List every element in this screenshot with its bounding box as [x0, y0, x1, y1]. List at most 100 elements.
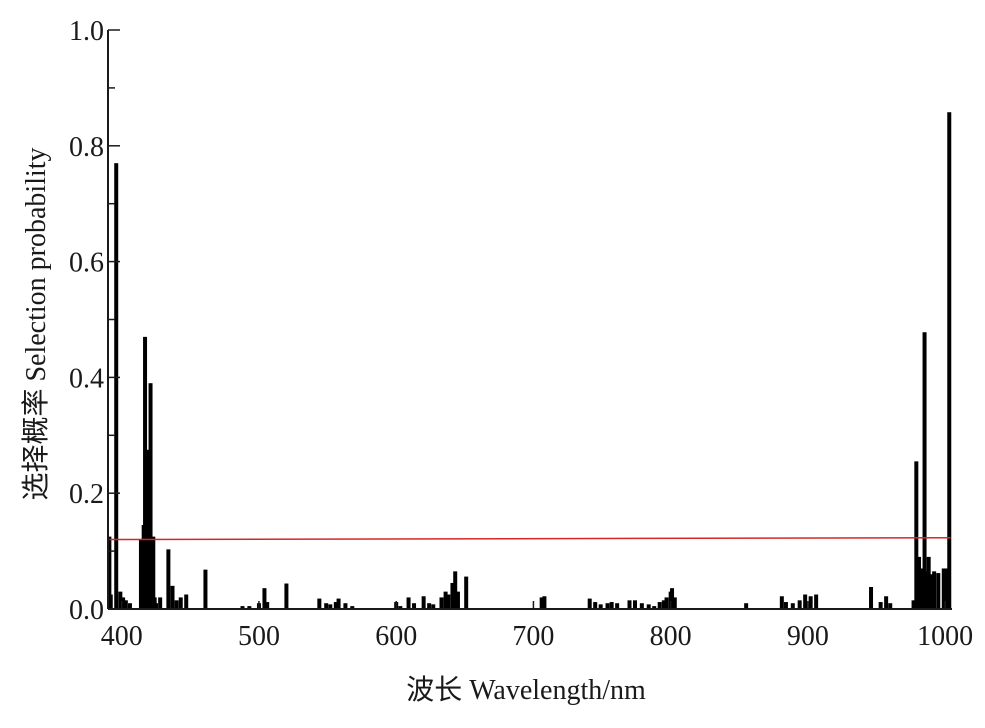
- y-tick-label: 0.0: [69, 595, 104, 626]
- bar: [406, 597, 411, 609]
- bar: [118, 591, 123, 609]
- bars-layer: [107, 112, 952, 610]
- bar: [152, 597, 157, 609]
- x-ticks-layer: 400 500 600 700 800 900 1000: [101, 601, 973, 652]
- bar: [343, 603, 348, 609]
- bar: [107, 536, 112, 610]
- bar: [398, 606, 403, 609]
- bar: [127, 603, 132, 609]
- bar: [148, 383, 153, 609]
- bar: [421, 596, 426, 609]
- bar: [412, 603, 417, 609]
- x-tick-label: 500: [238, 621, 280, 652]
- bar: [455, 591, 460, 609]
- y-tick-label: 1.0: [69, 16, 104, 47]
- bar: [143, 336, 148, 609]
- bar: [350, 606, 355, 609]
- bar: [328, 604, 333, 609]
- bar: [783, 602, 788, 609]
- bar: [632, 600, 637, 609]
- bar: [166, 549, 171, 609]
- bar: [664, 597, 669, 609]
- bar: [123, 600, 128, 609]
- bar: [587, 598, 592, 609]
- bar: [911, 600, 916, 609]
- bar: [446, 594, 451, 609]
- bar: [657, 602, 662, 609]
- bar: [646, 604, 651, 609]
- bar: [114, 163, 119, 610]
- bar: [262, 588, 267, 609]
- bar: [145, 449, 150, 609]
- bar: [453, 571, 458, 609]
- bar: [121, 597, 126, 609]
- y-ticks-layer: 0.0 0.2 0.4 0.6 0.8 1.0: [69, 16, 120, 626]
- y-tick-label: 0.4: [69, 363, 104, 394]
- y-axis-title: 选择概率 Selection probability: [20, 147, 52, 500]
- bar: [317, 598, 322, 609]
- bar: [672, 597, 677, 609]
- bar: [203, 569, 208, 609]
- bar: [797, 600, 802, 609]
- bar: [247, 606, 252, 609]
- y-tick-label: 0.2: [69, 479, 104, 510]
- bar: [923, 571, 928, 609]
- bar: [922, 332, 927, 609]
- x-tick-label: 400: [101, 621, 143, 652]
- bar: [884, 596, 889, 609]
- bar: [609, 602, 614, 609]
- bar: [443, 591, 448, 609]
- bar: [184, 594, 189, 609]
- bar: [779, 596, 784, 609]
- bar: [615, 603, 620, 609]
- bar: [542, 596, 547, 609]
- bar: [450, 582, 455, 609]
- bar: [929, 574, 934, 609]
- bar: [431, 604, 436, 609]
- x-axis-title: 波长 Wavelength/nm: [406, 674, 646, 706]
- bar: [158, 597, 163, 609]
- x-tick-label: 900: [787, 621, 829, 652]
- bar: [941, 568, 946, 609]
- bar: [878, 602, 883, 609]
- bar: [932, 571, 937, 609]
- bar: [814, 594, 819, 609]
- bar: [151, 536, 156, 610]
- y-tick-label: 0.6: [69, 248, 104, 279]
- axes-layer: [107, 30, 952, 610]
- bar: [947, 112, 952, 609]
- bar: [336, 598, 341, 609]
- bar: [170, 585, 175, 609]
- bar: [427, 603, 432, 609]
- bar: [627, 600, 632, 609]
- bar: [914, 461, 919, 609]
- bar: [265, 602, 270, 609]
- bar: [138, 539, 143, 609]
- bar: [661, 600, 666, 609]
- bar: [333, 602, 338, 609]
- bar: [108, 594, 113, 609]
- x-tick-label: 600: [375, 621, 417, 652]
- bar: [324, 603, 329, 609]
- bar: [240, 606, 245, 609]
- bar: [652, 606, 657, 609]
- bar: [919, 568, 924, 609]
- bar: [944, 568, 949, 609]
- bar: [178, 597, 183, 609]
- bar: [926, 556, 931, 609]
- bar: [803, 594, 808, 609]
- bar: [464, 576, 469, 609]
- threshold-line: [109, 537, 951, 541]
- bar: [790, 603, 795, 609]
- x-tick-label: 1000: [917, 621, 973, 652]
- y-tick-label: 0.8: [69, 132, 104, 163]
- bar: [744, 603, 749, 609]
- bar: [598, 604, 603, 609]
- bar: [888, 603, 893, 609]
- x-tick-label: 800: [650, 621, 692, 652]
- bar: [284, 583, 289, 609]
- bar: [605, 603, 610, 609]
- bar: [639, 603, 644, 609]
